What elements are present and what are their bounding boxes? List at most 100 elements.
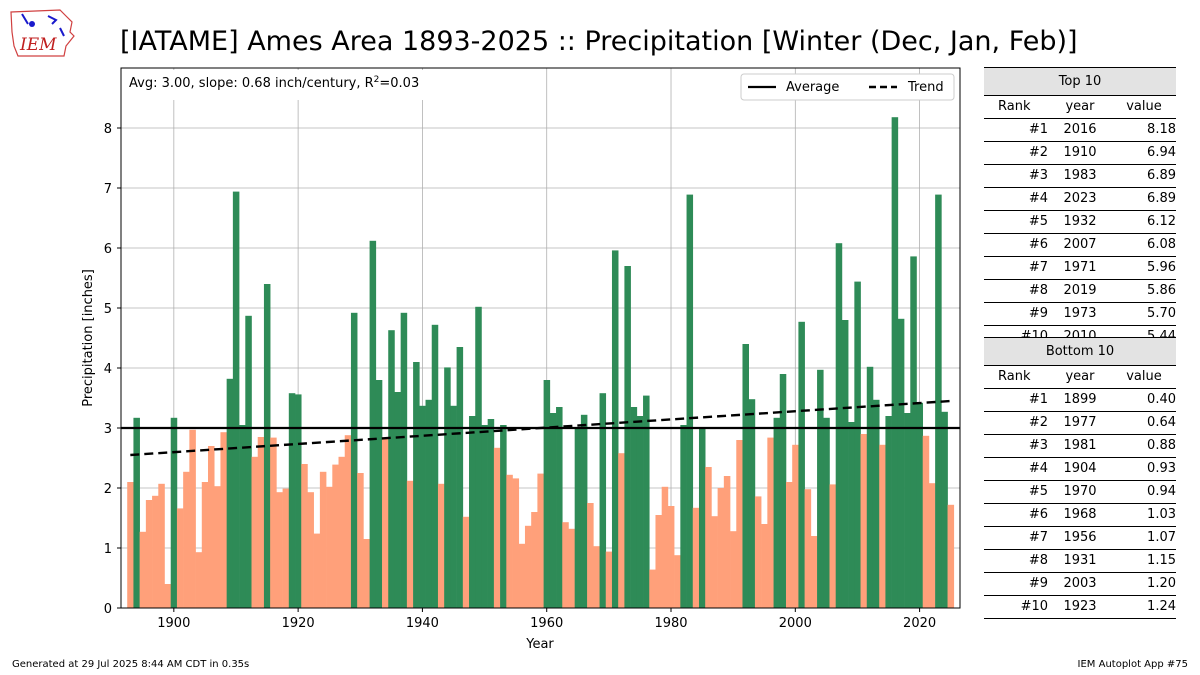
bar-1952 (493, 447, 501, 608)
rank-cell: #1 (1028, 392, 1048, 407)
bar-1918 (282, 488, 290, 608)
bar-1911 (239, 425, 246, 608)
value-cell: 5.70 (1147, 306, 1176, 321)
bar-1971 (611, 250, 619, 608)
value-cell: 6.08 (1147, 237, 1176, 252)
table-row: #4 1904 0.93 (984, 458, 1176, 481)
bar-1960 (543, 380, 551, 608)
table-row: #3 1983 6.89 (984, 165, 1176, 188)
bar-2006 (829, 484, 837, 608)
bar-1913 (251, 456, 259, 608)
bar-1955 (512, 478, 520, 608)
bar-1897 (152, 495, 159, 608)
year-cell: 1932 (1063, 214, 1097, 229)
value-cell: 0.93 (1147, 461, 1176, 476)
rank-cell: #3 (1028, 438, 1048, 453)
plot-frame (120, 67, 961, 609)
bottom10-title: Bottom 10 (984, 337, 1176, 366)
table-row: #5 1932 6.12 (984, 211, 1176, 234)
bar-1905 (201, 482, 209, 608)
bar-1912 (245, 315, 252, 608)
bar-1907 (214, 486, 221, 608)
bar-1946 (456, 347, 464, 608)
col-value: value (1126, 99, 1162, 114)
year-cell: 1971 (1063, 260, 1097, 275)
bar-2007 (835, 243, 843, 608)
bar-2019 (910, 256, 917, 608)
y-tick-label: 7 (104, 182, 112, 197)
table-row: #6 2007 6.08 (984, 234, 1176, 257)
year-cell: 1899 (1063, 392, 1097, 407)
iem-logo: IEM (10, 9, 75, 57)
bar-1919 (288, 393, 296, 608)
bar-2024 (941, 411, 948, 608)
bar-1975 (636, 416, 644, 608)
bar-1939 (413, 362, 420, 608)
bar-1988 (717, 488, 725, 608)
year-cell: 1968 (1063, 507, 1097, 522)
bar-1957 (524, 525, 532, 608)
y-tick-label: 6 (104, 242, 112, 257)
x-tick-label: 1900 (157, 616, 190, 631)
bar-2017 (897, 318, 905, 608)
bar-1986 (705, 467, 712, 608)
rank-cell: #2 (1028, 415, 1048, 430)
bar-1983 (686, 194, 694, 608)
table-row: #4 2023 6.89 (984, 188, 1176, 211)
bar-1998 (779, 374, 787, 608)
bar-1995 (761, 524, 768, 608)
col-rank: Rank (998, 99, 1031, 114)
legend-trend-label: Trend (907, 80, 944, 95)
bar-1958 (531, 512, 538, 608)
value-cell: 5.86 (1147, 283, 1176, 298)
bar-2023 (935, 194, 942, 608)
legend-average-label: Average (786, 80, 839, 95)
y-tick-label: 8 (104, 122, 112, 137)
year-cell: 1977 (1063, 415, 1097, 430)
table-row: #8 1931 1.15 (984, 550, 1176, 573)
bar-1987 (711, 516, 718, 608)
bar-1916 (270, 437, 277, 608)
stats-annotation: Avg: 3.00, slope: 0.68 inch/century, R2=… (129, 75, 419, 91)
bar-1982 (680, 425, 687, 608)
bar-1994 (754, 496, 762, 608)
bar-1935 (388, 330, 395, 608)
bar-1978 (655, 515, 662, 608)
bar-1974 (630, 407, 638, 608)
bar-1902 (183, 471, 190, 608)
rank-cell: #6 (1028, 237, 1048, 252)
bar-1965 (574, 428, 582, 608)
bottom10-table: Bottom 10 Rank year value #1 1899 0.40 #2 19… (984, 337, 1176, 619)
bar-1947 (462, 516, 470, 608)
rank-cell: #7 (1028, 260, 1048, 275)
bar-1938 (406, 480, 414, 608)
bar-2012 (866, 366, 874, 608)
bar-2013 (872, 399, 880, 608)
bar-2014 (879, 444, 886, 608)
rank-cell: #5 (1028, 484, 1048, 499)
table-row: #6 1968 1.03 (984, 504, 1176, 527)
x-tick-label: 1980 (654, 616, 687, 631)
bottom10-header-row: Rank year value (984, 366, 1176, 389)
bar-1968 (593, 546, 600, 608)
bar-2000 (792, 444, 799, 608)
bar-1964 (568, 528, 575, 608)
bar-1993 (748, 399, 756, 608)
bar-1999 (785, 482, 793, 608)
bar-1985 (698, 428, 706, 608)
bar-1966 (580, 414, 588, 608)
year-cell: 2003 (1063, 576, 1097, 591)
table-row: #5 1970 0.94 (984, 481, 1176, 504)
y-tick-label: 3 (104, 422, 112, 437)
table-row: #10 1923 1.24 (984, 596, 1176, 619)
rank-cell: #2 (1028, 145, 1048, 160)
bar-2016 (891, 117, 899, 608)
bar-1963 (562, 522, 569, 608)
rank-cell: #1 (1028, 122, 1048, 137)
table-row: #8 2019 5.86 (984, 280, 1176, 303)
year-cell: 1983 (1063, 168, 1097, 183)
bar-1934 (382, 438, 389, 608)
y-axis-label: Precipitation [inches] (81, 269, 96, 407)
station-icon (29, 21, 35, 27)
